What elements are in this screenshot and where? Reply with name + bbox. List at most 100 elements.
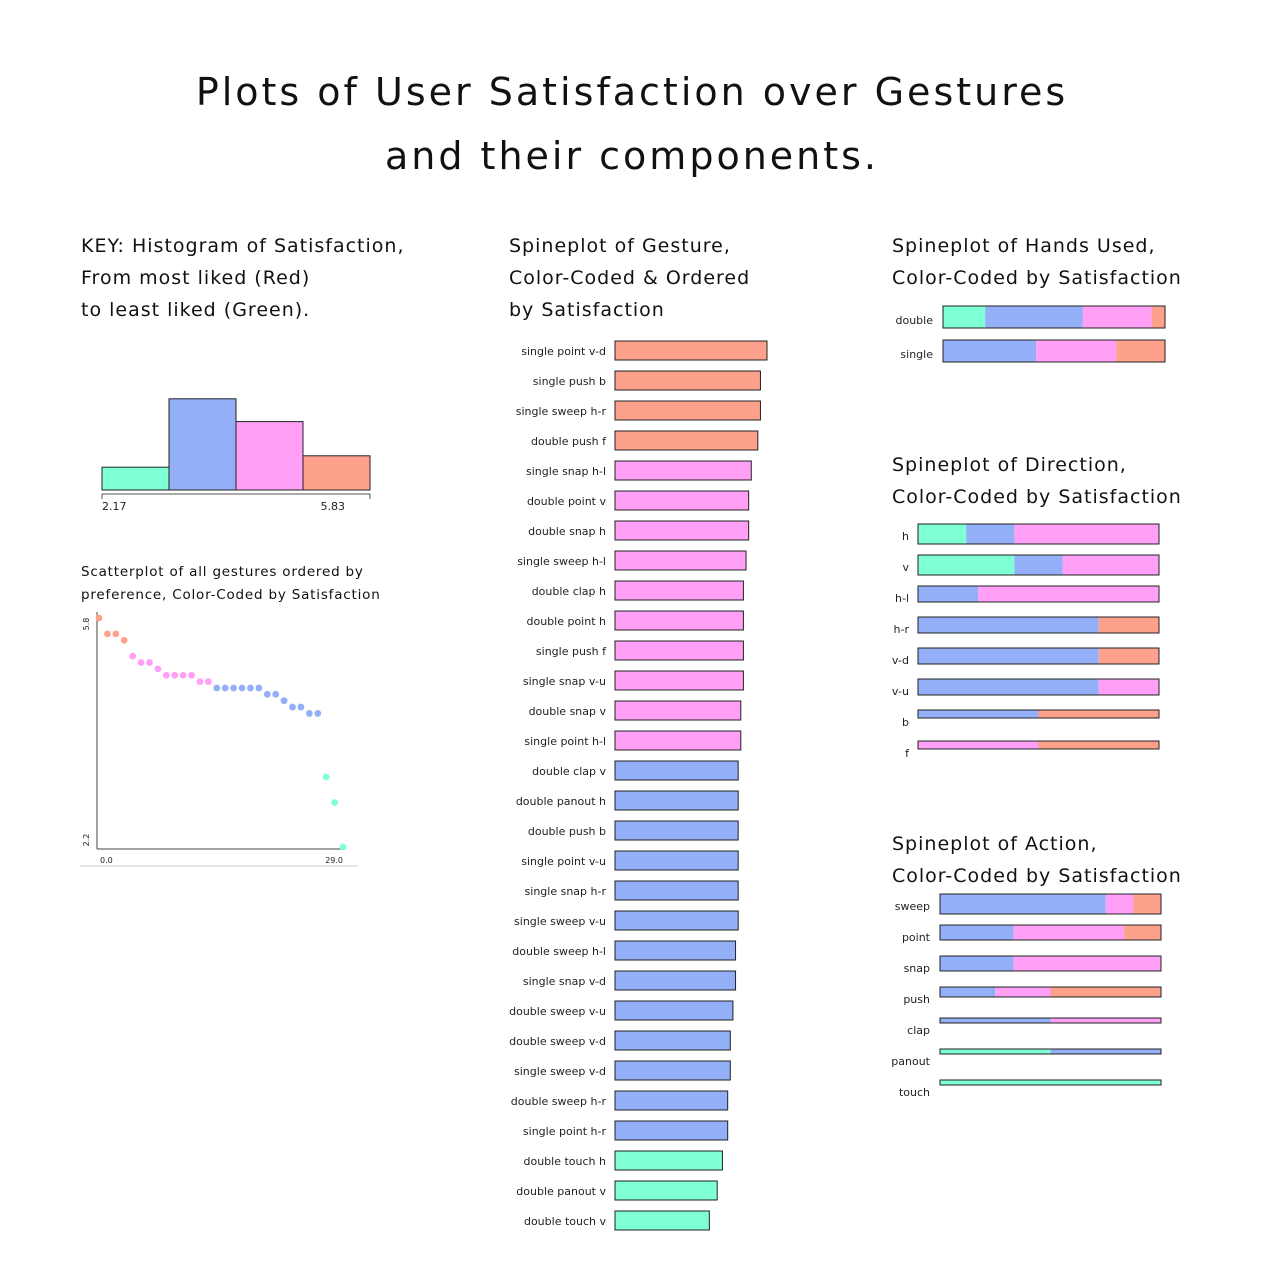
action-spineplot-title-line-1: Spineplot of Action, xyxy=(892,833,1098,855)
scatterplot-point xyxy=(280,697,288,705)
page-title-line-2: and their components. xyxy=(384,134,880,178)
direction-segment-green xyxy=(918,555,1015,575)
scatterplot-point xyxy=(305,710,313,717)
gesture-bar xyxy=(614,1150,723,1171)
scatterplot-point xyxy=(129,652,137,660)
direction-label: h-l xyxy=(895,592,909,605)
gesture-spineplot-title-line-1: Spineplot of Gesture, xyxy=(509,235,731,257)
action-segment-pink xyxy=(1013,956,1161,971)
direction-bar-outline xyxy=(917,647,1160,665)
action-segment-pink xyxy=(995,987,1051,997)
gesture-bar xyxy=(614,850,739,871)
histogram-tick-label-max: 5.83 xyxy=(321,500,346,513)
direction-bar-outline xyxy=(917,678,1160,696)
hands-bar-outline xyxy=(942,305,1166,329)
action-bar-outline xyxy=(939,986,1162,998)
scatterplot-point xyxy=(230,684,238,692)
gesture-bar xyxy=(614,760,739,781)
histogram-title: KEY: Histogram of Satisfaction, From mos… xyxy=(81,230,405,326)
action-label: panout xyxy=(891,1055,930,1068)
scatterplot-point xyxy=(179,671,187,679)
scatterplot-point xyxy=(272,690,280,698)
direction-bar-outline xyxy=(917,740,1160,750)
hands-segment-blue xyxy=(985,306,1083,328)
gesture-label: single snap v-u xyxy=(523,675,606,688)
gesture-bar xyxy=(614,520,750,541)
action-label: touch xyxy=(899,1086,930,1099)
action-bar-outline xyxy=(939,955,1162,972)
hands-label: single xyxy=(900,348,933,361)
action-segment-green xyxy=(940,1080,1161,1085)
action-label: snap xyxy=(904,962,930,975)
scatterplot-point xyxy=(297,703,305,711)
hands-segment-green xyxy=(943,306,986,328)
direction-segment-blue xyxy=(918,710,1039,718)
gesture-label: single sweep h-r xyxy=(516,405,607,418)
gesture-bar xyxy=(614,340,768,361)
scatterplot-x-tick-min: 0.0 xyxy=(100,856,113,865)
direction-label: f xyxy=(905,747,910,760)
scatterplot-point xyxy=(314,710,322,717)
gesture-bar xyxy=(614,580,744,601)
direction-label: b xyxy=(902,716,909,729)
gesture-bar xyxy=(614,700,742,721)
scatterplot-point xyxy=(196,678,204,686)
direction-segment-pink xyxy=(1098,679,1159,695)
action-segment-red xyxy=(1050,987,1161,997)
gesture-bar xyxy=(614,820,739,841)
action-bar-outline xyxy=(939,1048,1162,1055)
gesture-bar xyxy=(614,790,739,811)
scatterplot-point xyxy=(204,678,212,686)
direction-spineplot-title-line-2: Color-Coded by Satisfaction xyxy=(892,486,1182,508)
direction-segment-green xyxy=(918,524,967,544)
direction-label: h xyxy=(902,530,909,543)
gesture-bar xyxy=(614,400,761,421)
gesture-label: double sweep v-d xyxy=(509,1035,606,1048)
scatterplot-y-tick-min: 2.2 xyxy=(82,834,91,847)
gesture-bar xyxy=(614,1000,734,1021)
scatterplot-y-tick-max: 5.8 xyxy=(82,618,91,631)
gesture-label: single push f xyxy=(536,645,607,658)
action-segment-blue xyxy=(940,1018,1051,1023)
direction-segment-pink xyxy=(978,586,1159,602)
action-label: sweep xyxy=(895,900,930,913)
page-title-line-1: Plots of User Satisfaction over Gestures xyxy=(195,70,1069,114)
gesture-label: double push b xyxy=(528,825,606,838)
gesture-label: double touch h xyxy=(524,1155,607,1168)
gesture-bar xyxy=(614,490,750,511)
scatterplot-point xyxy=(221,684,229,692)
gesture-bar xyxy=(614,1120,729,1141)
action-segment-blue xyxy=(940,987,996,997)
direction-bar-outline xyxy=(917,523,1160,545)
action-segment-blue xyxy=(940,956,1014,971)
direction-segment-blue xyxy=(1014,555,1063,575)
gesture-label: double sweep h-r xyxy=(511,1095,607,1108)
gesture-spineplot-title-line-2: Color-Coded & Ordered xyxy=(509,267,751,289)
hands-segment-red xyxy=(1116,340,1165,362)
scatterplot-point xyxy=(120,636,128,644)
scatterplot-point xyxy=(289,703,296,711)
action-segment-blue xyxy=(1050,1049,1161,1054)
gesture-bar xyxy=(614,460,752,481)
scatterplot-point xyxy=(137,659,145,666)
hands-spineplot-title-line-1: Spineplot of Hands Used, xyxy=(892,235,1156,257)
gesture-spineplot-title: Spineplot of Gesture, Color-Coded & Orde… xyxy=(509,230,750,326)
gesture-label: single snap v-d xyxy=(523,975,606,988)
gesture-label: double panout v xyxy=(516,1185,606,1198)
scatterplot-point xyxy=(188,671,195,679)
histogram-title-line-2: From most liked (Red) xyxy=(81,267,311,289)
scatterplot-point xyxy=(171,671,179,679)
scatterplot-point xyxy=(146,659,153,666)
direction-spineplot-title-line-1: Spineplot of Direction, xyxy=(892,454,1127,476)
gesture-label: single point v-u xyxy=(521,855,606,868)
direction-bar-outline xyxy=(917,585,1160,603)
gesture-bar xyxy=(614,730,742,751)
histogram-title-line-1: KEY: Histogram of Satisfaction, xyxy=(81,235,405,257)
direction-segment-pink xyxy=(1014,524,1159,544)
action-label: clap xyxy=(907,1024,930,1037)
scatterplot-title-line-2: preference, Color-Coded by Satisfaction xyxy=(81,587,381,603)
action-segment-red xyxy=(1133,894,1161,914)
